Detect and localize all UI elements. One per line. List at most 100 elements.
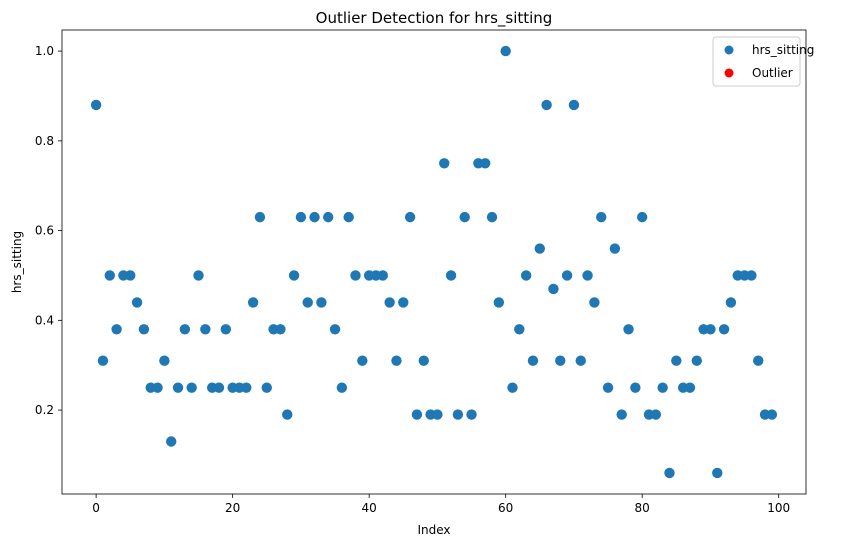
data-point-hrs-sitting	[596, 211, 607, 223]
data-point-hrs-sitting	[452, 409, 464, 420]
data-point-hrs-sitting	[111, 324, 122, 335]
data-point-hrs-sitting	[213, 382, 225, 393]
data-point-hrs-sitting	[548, 283, 559, 295]
data-point-hrs-sitting	[766, 409, 778, 420]
data-point-hrs-sitting	[753, 355, 764, 366]
data-point-hrs-sitting	[357, 355, 368, 366]
x-tick-label: 60	[498, 501, 513, 515]
data-point-hrs-sitting	[712, 467, 723, 479]
y-tick-label: 0.2	[35, 403, 54, 417]
data-point-hrs-sitting	[602, 382, 614, 393]
data-point-hrs-sitting	[350, 270, 361, 281]
data-point-hrs-sitting	[705, 324, 716, 335]
data-point-hrs-sitting	[636, 211, 648, 223]
legend-label-outlier: Outlier	[752, 66, 793, 80]
data-point-hrs-sitting	[534, 243, 545, 254]
data-point-hrs-sitting	[275, 324, 286, 335]
data-point-hrs-sitting	[166, 436, 177, 447]
data-point-hrs-sitting	[384, 297, 395, 308]
data-point-hrs-sitting	[241, 382, 252, 393]
data-point-hrs-sitting	[131, 297, 143, 308]
data-point-hrs-sitting	[220, 324, 232, 335]
y-axis-label: hrs_sitting	[10, 231, 24, 293]
data-point-hrs-sitting	[527, 355, 539, 366]
data-point-hrs-sitting	[411, 409, 423, 420]
data-point-hrs-sitting	[398, 297, 409, 308]
data-points	[90, 45, 778, 479]
data-point-hrs-sitting	[254, 211, 266, 223]
data-point-hrs-sitting	[445, 270, 457, 281]
data-point-hrs-sitting	[459, 211, 470, 223]
data-point-hrs-sitting	[200, 324, 211, 335]
data-point-hrs-sitting	[172, 382, 184, 393]
data-point-hrs-sitting	[671, 355, 682, 366]
data-point-hrs-sitting	[377, 270, 389, 281]
data-point-hrs-sitting	[247, 297, 259, 308]
data-point-hrs-sitting	[520, 270, 532, 281]
data-point-hrs-sitting	[152, 382, 163, 393]
data-point-hrs-sitting	[138, 324, 150, 335]
data-point-hrs-sitting	[125, 270, 136, 281]
plot-frame	[61, 29, 807, 495]
data-point-hrs-sitting	[555, 355, 566, 366]
y-tick-label: 1.0	[35, 44, 54, 58]
data-point-hrs-sitting	[664, 467, 675, 479]
data-point-hrs-sitting	[302, 297, 313, 308]
data-point-hrs-sitting	[104, 270, 115, 281]
data-point-hrs-sitting	[616, 409, 627, 420]
data-point-hrs-sitting	[609, 243, 621, 254]
data-point-hrs-sitting	[684, 382, 696, 393]
data-point-hrs-sitting	[97, 355, 109, 366]
legend-marker-hrs-sitting	[724, 45, 734, 55]
x-axis-ticks: 0 20 40 60 80 100	[92, 494, 790, 515]
data-point-hrs-sitting	[541, 99, 552, 111]
data-point-hrs-sitting	[466, 409, 477, 420]
data-point-hrs-sitting	[323, 211, 334, 223]
data-point-hrs-sitting	[575, 355, 586, 366]
legend: hrs_sitting Outlier	[712, 36, 814, 87]
data-point-hrs-sitting	[479, 158, 491, 169]
data-point-hrs-sitting	[568, 99, 580, 111]
data-point-hrs-sitting	[309, 211, 320, 223]
data-point-hrs-sitting	[623, 324, 634, 335]
x-tick-label: 0	[92, 501, 100, 515]
data-point-hrs-sitting	[432, 409, 443, 420]
data-point-hrs-sitting	[288, 270, 300, 281]
data-point-hrs-sitting	[691, 355, 702, 366]
data-point-hrs-sitting	[90, 99, 102, 111]
data-point-hrs-sitting	[514, 324, 525, 335]
data-point-hrs-sitting	[589, 297, 600, 308]
data-point-hrs-sitting	[282, 409, 293, 420]
data-point-hrs-sitting	[404, 211, 416, 223]
data-point-hrs-sitting	[507, 382, 518, 393]
data-point-hrs-sitting	[561, 270, 573, 281]
data-point-hrs-sitting	[391, 355, 402, 366]
data-point-hrs-sitting	[439, 158, 450, 169]
x-tick-label: 20	[225, 501, 240, 515]
data-point-hrs-sitting	[159, 355, 170, 366]
data-point-hrs-sitting	[725, 297, 737, 308]
data-point-hrs-sitting	[261, 382, 272, 393]
data-point-hrs-sitting	[343, 211, 354, 223]
data-point-hrs-sitting	[630, 382, 641, 393]
data-point-hrs-sitting	[486, 211, 498, 223]
data-point-hrs-sitting	[746, 270, 757, 281]
data-point-hrs-sitting	[193, 270, 204, 281]
y-tick-label: 0.8	[35, 134, 54, 148]
data-point-hrs-sitting	[186, 382, 197, 393]
data-point-hrs-sitting	[179, 324, 191, 335]
data-point-hrs-sitting	[418, 355, 429, 366]
chart-title: Outlier Detection for hrs_sitting	[316, 9, 553, 28]
legend-box	[712, 36, 801, 87]
data-point-hrs-sitting	[650, 409, 662, 420]
data-point-hrs-sitting	[500, 45, 511, 57]
y-tick-label: 0.6	[35, 224, 54, 238]
legend-label-hrs-sitting: hrs_sitting	[752, 43, 814, 57]
data-point-hrs-sitting	[316, 297, 327, 308]
x-tick-label: 80	[635, 501, 650, 515]
x-tick-label: 40	[362, 501, 377, 515]
x-tick-label: 100	[767, 501, 790, 515]
y-axis-ticks: 0.2 0.4 0.6 0.8 1.0	[35, 44, 62, 417]
data-point-hrs-sitting	[493, 297, 505, 308]
